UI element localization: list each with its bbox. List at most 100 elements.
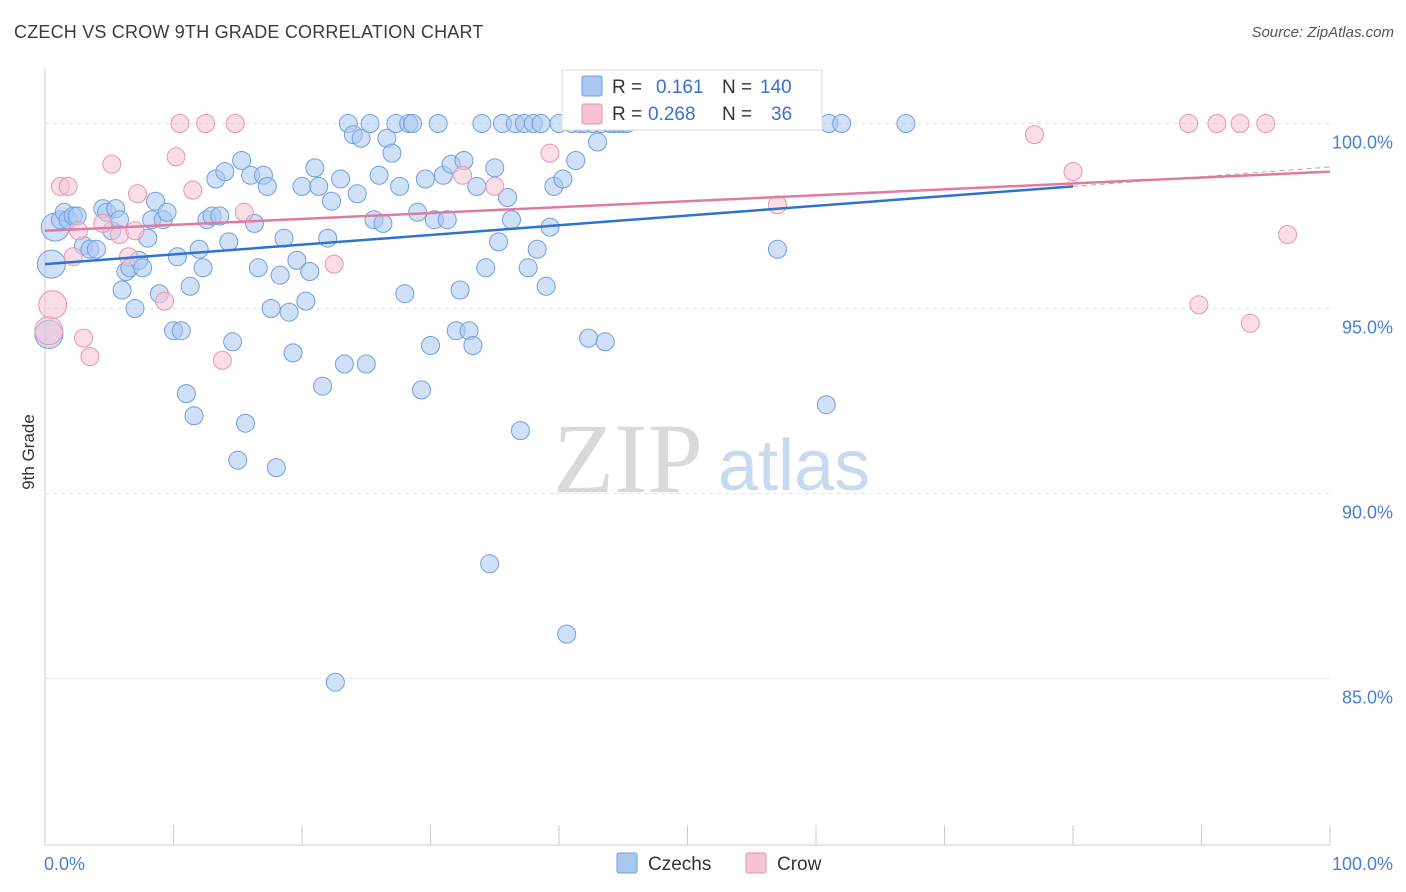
data-point-czechs	[146, 191, 166, 211]
x-tick-label: 0.0%	[44, 854, 85, 874]
legend-n-label-crow: N =	[722, 104, 752, 125]
data-point-czechs	[270, 265, 290, 285]
legend-n-value-czechs: 140	[760, 77, 792, 98]
data-point-czechs	[210, 206, 230, 226]
data-point-czechs	[356, 354, 376, 374]
data-point-czechs	[557, 624, 577, 644]
data-point-czechs	[395, 284, 415, 304]
data-point-crow	[1189, 295, 1209, 315]
trend-lines	[44, 166, 1331, 266]
legend-r-label-crow: R =	[612, 104, 642, 125]
data-point-crow	[212, 350, 232, 370]
data-point-czechs	[412, 380, 432, 400]
data-point-czechs	[816, 395, 836, 415]
data-point-czechs	[553, 169, 573, 189]
data-point-crow	[155, 291, 175, 311]
legend-n-value-crow: 36	[771, 104, 792, 125]
data-point-czechs	[157, 202, 177, 222]
data-point-czechs	[133, 258, 153, 278]
bottom-legend-crow: Crow	[777, 854, 822, 875]
data-point-czechs	[318, 228, 338, 248]
legend-r-value-crow: 0.268	[648, 104, 696, 125]
x-tick-labels: 0.0% 100.0%	[44, 854, 1393, 874]
data-point-czechs	[579, 328, 599, 348]
data-point-czechs	[428, 114, 448, 133]
data-point-czechs	[369, 165, 389, 185]
data-point-czechs	[219, 232, 239, 252]
data-point-czechs	[300, 262, 320, 281]
data-point-crow	[34, 316, 64, 346]
data-point-czechs	[498, 188, 518, 207]
data-point-czechs	[279, 302, 299, 322]
data-point-czechs	[373, 213, 393, 233]
data-point-czechs	[463, 336, 483, 355]
data-point-crow	[453, 165, 473, 185]
bottom-legend-czechs: Czechs	[648, 854, 711, 875]
data-point-czechs	[510, 421, 530, 441]
data-point-czechs	[287, 250, 307, 270]
legend-n-label-czechs: N =	[722, 77, 752, 98]
chart-title: CZECH VS CROW 9TH GRADE CORRELATION CHAR…	[14, 22, 484, 42]
data-point-crow	[225, 114, 245, 133]
data-point-crow	[1230, 114, 1250, 133]
data-point-crow	[767, 195, 787, 215]
data-point-crow	[1278, 225, 1298, 244]
data-point-crow	[102, 154, 122, 174]
data-point-czechs	[566, 151, 586, 170]
data-point-crow	[1063, 162, 1083, 182]
data-point-czechs	[176, 384, 196, 404]
watermark-zip: ZIP	[553, 403, 703, 514]
data-point-czechs	[334, 354, 354, 374]
data-point-czechs	[215, 162, 235, 182]
legend-r-label-czechs: R =	[612, 77, 642, 98]
data-point-czechs	[531, 114, 551, 133]
data-point-czechs	[382, 143, 402, 163]
data-point-czechs	[309, 176, 329, 196]
data-point-czechs	[595, 332, 615, 352]
data-point-crow	[234, 202, 254, 222]
y-tick-labels: 85.0% 90.0% 95.0% 100.0%	[1332, 133, 1393, 708]
data-point-crow	[1024, 125, 1044, 145]
data-point-czechs	[480, 554, 500, 574]
data-point-czechs	[266, 458, 286, 478]
data-point-crow	[93, 213, 113, 233]
y-tick-label: 100.0%	[1332, 133, 1393, 153]
data-point-czechs	[257, 176, 277, 196]
data-point-czechs	[86, 239, 106, 259]
data-point-crow	[74, 328, 94, 348]
legend-swatch-crow	[581, 103, 603, 125]
data-point-czechs	[896, 114, 916, 133]
data-point-crow	[125, 221, 145, 241]
data-point-czechs	[485, 158, 505, 178]
data-point-crow	[166, 147, 186, 167]
data-point-czechs	[180, 276, 200, 296]
data-point-czechs	[437, 210, 457, 230]
data-point-czechs	[171, 321, 191, 341]
legend-r-value-czechs: 0.161	[656, 77, 704, 98]
data-point-czechs	[351, 128, 371, 148]
data-point-czechs	[193, 258, 213, 278]
data-point-czechs	[347, 184, 367, 204]
data-point-crow	[485, 176, 505, 196]
data-point-czechs	[305, 158, 325, 178]
data-point-czechs	[283, 343, 303, 363]
data-point-czechs	[331, 169, 351, 189]
data-point-crow	[196, 114, 216, 133]
bottom-legend: Czechs Crow	[616, 852, 822, 875]
data-point-czechs	[184, 406, 204, 426]
data-point-czechs	[489, 232, 509, 252]
series-crow	[34, 114, 1298, 370]
data-point-czechs	[223, 332, 243, 352]
data-point-czechs	[261, 299, 281, 318]
x-tick-label: 100.0%	[1332, 854, 1393, 874]
data-point-czechs	[588, 132, 608, 152]
y-tick-label: 95.0%	[1342, 318, 1393, 338]
axes	[44, 68, 1331, 846]
source-label: Source: ZipAtlas.com	[1251, 24, 1394, 41]
data-point-czechs	[501, 210, 521, 230]
data-point-czechs	[313, 376, 333, 396]
y-tick-label: 85.0%	[1342, 688, 1393, 708]
data-point-czechs	[228, 450, 248, 470]
data-point-czechs	[472, 114, 492, 133]
